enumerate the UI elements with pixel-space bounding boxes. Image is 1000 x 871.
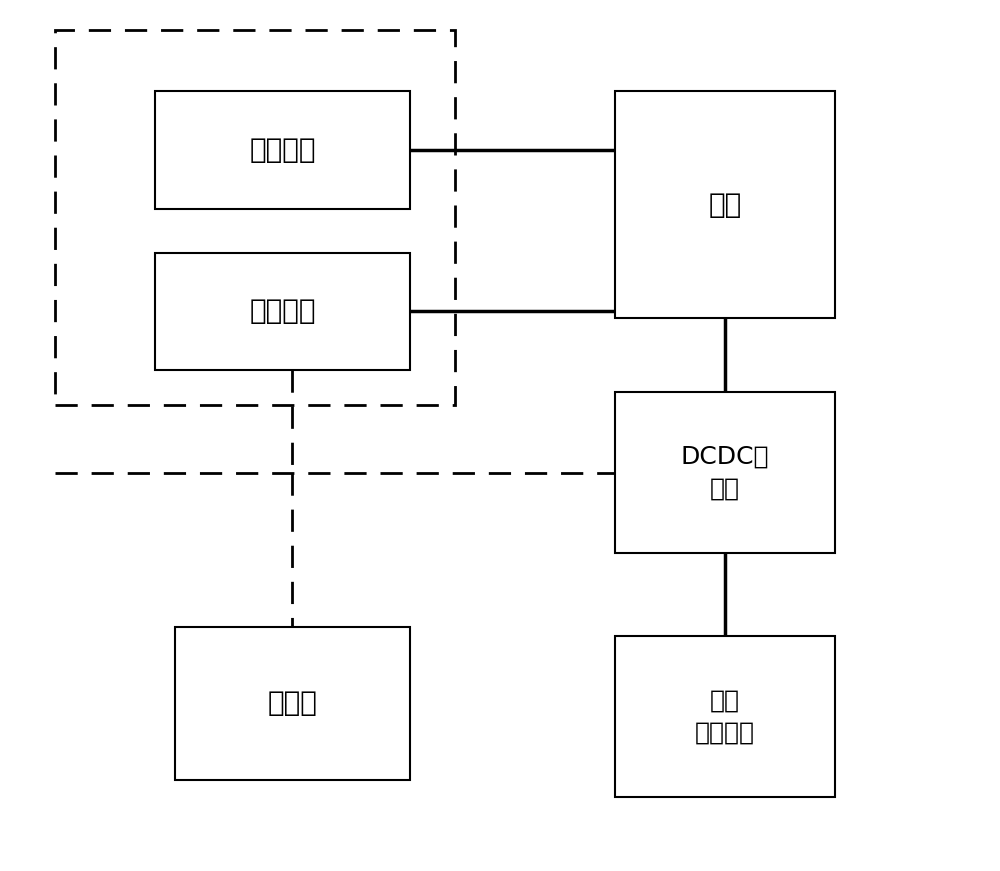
Text: 电堆: 电堆: [708, 191, 742, 219]
Bar: [155, 253, 410, 370]
Text: 氢气设备: 氢气设备: [249, 136, 316, 165]
Bar: [615, 91, 835, 318]
Bar: [615, 392, 835, 553]
Text: 空气设备: 空气设备: [249, 297, 316, 326]
Bar: [55, 30, 455, 405]
Text: 车载
动力电池: 车载 动力电池: [695, 689, 755, 744]
Bar: [155, 91, 410, 209]
Text: DCDC转
换器: DCDC转 换器: [681, 445, 769, 500]
Text: 控制器: 控制器: [268, 689, 317, 718]
Bar: [615, 636, 835, 797]
Bar: [175, 627, 410, 780]
